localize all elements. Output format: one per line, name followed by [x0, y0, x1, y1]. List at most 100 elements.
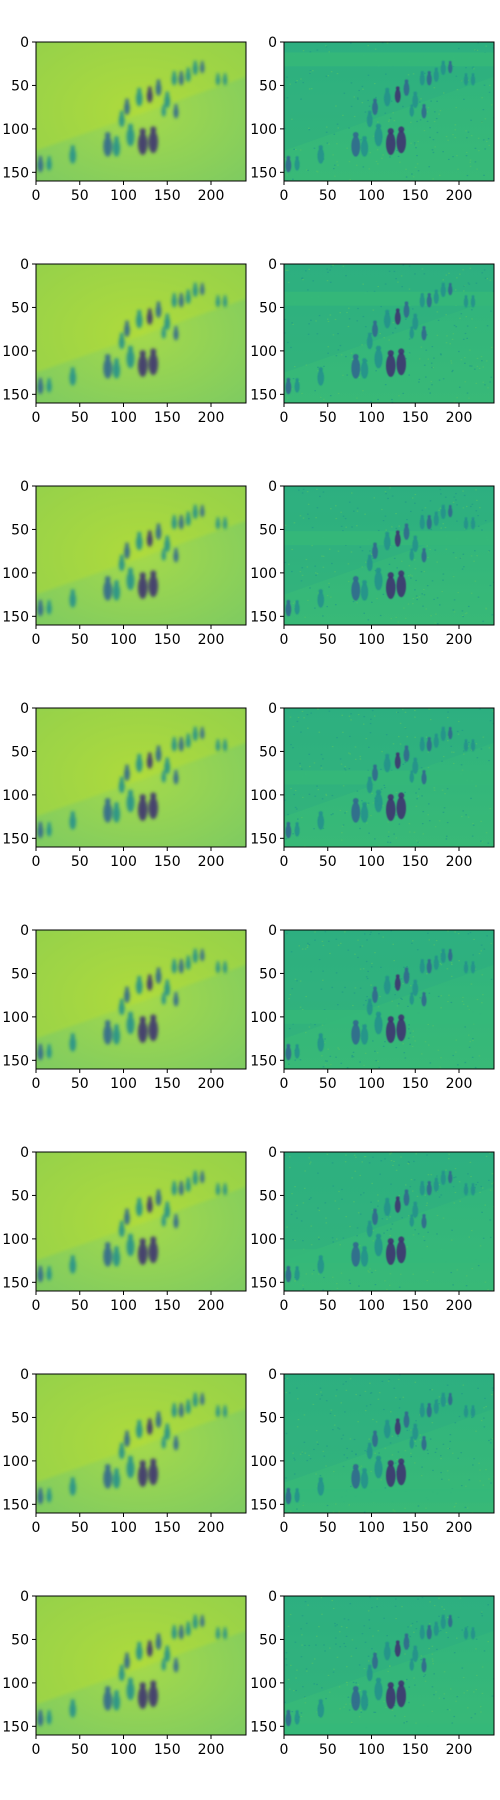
x-tick-label: 200	[446, 1076, 473, 1092]
person-figure	[112, 1027, 121, 1045]
person-figure	[192, 728, 198, 742]
axes-frame	[35, 1373, 247, 1514]
person-head	[385, 531, 390, 536]
person-figure	[463, 519, 469, 530]
person-head	[150, 570, 157, 577]
x-tick-label: 0	[280, 1298, 289, 1314]
person-figure	[46, 1046, 52, 1059]
person-head	[434, 733, 438, 737]
y-tick-label: 100	[250, 566, 277, 582]
y-tick-label: 50	[11, 300, 29, 316]
person-figure	[171, 295, 177, 308]
x-tick-label: 50	[71, 632, 89, 648]
person-figure	[285, 158, 292, 173]
x-tick-label: 100	[110, 410, 137, 426]
person-figure	[173, 550, 179, 563]
person-figure	[135, 90, 143, 107]
person-figure	[118, 779, 125, 794]
person-figure	[185, 1401, 191, 1414]
person-head	[162, 770, 166, 774]
person-head	[47, 822, 51, 826]
person-figure	[394, 88, 401, 103]
person-figure	[46, 602, 52, 615]
person-figure	[215, 963, 221, 974]
people-silhouettes	[37, 1614, 228, 1727]
person-head	[162, 1436, 166, 1440]
person-figure	[222, 1629, 228, 1640]
person-head	[165, 313, 170, 318]
x-tick-label: 100	[358, 854, 385, 870]
person-figure	[396, 1462, 407, 1486]
person-head	[410, 770, 414, 774]
person-figure	[285, 1046, 292, 1061]
person-figure	[448, 1172, 453, 1184]
person-head	[434, 1177, 438, 1181]
person-head	[352, 131, 359, 138]
person-head	[404, 523, 409, 528]
person-head	[362, 802, 367, 807]
person-head	[427, 71, 431, 75]
person-figure	[285, 1268, 292, 1283]
y-tick-label: 100	[250, 1454, 277, 1470]
person-head	[223, 1627, 227, 1630]
person-figure	[394, 532, 401, 547]
x-tick-label: 100	[110, 1076, 137, 1092]
person-figure	[103, 1689, 113, 1711]
x-tick-label: 200	[446, 632, 473, 648]
person-head	[413, 91, 418, 96]
person-figure	[148, 1018, 159, 1042]
person-head	[464, 1627, 468, 1630]
person-head	[127, 1455, 134, 1461]
person-head	[119, 332, 124, 337]
person-head	[156, 79, 161, 84]
x-tick-label: 0	[32, 1742, 41, 1758]
person-head	[47, 1488, 51, 1492]
person-figure	[137, 798, 148, 821]
person-head	[186, 733, 190, 737]
person-figure	[126, 1459, 135, 1479]
person-head	[179, 1403, 183, 1407]
person-figure	[294, 1268, 300, 1281]
x-tick-label: 200	[198, 1298, 225, 1314]
x-tick-label: 200	[198, 854, 225, 870]
person-head	[216, 961, 220, 964]
y-tick-label: 100	[250, 788, 277, 804]
person-figure	[46, 824, 52, 837]
x-tick-label: 150	[154, 410, 181, 426]
person-head	[295, 1488, 299, 1492]
person-head	[395, 974, 400, 979]
person-figure	[426, 73, 432, 86]
person-head	[362, 580, 367, 585]
person-head	[385, 1197, 390, 1202]
person-head	[387, 1460, 394, 1467]
y-tick-label: 100	[250, 1010, 277, 1026]
y-tick-label: 0	[268, 1589, 277, 1605]
person-figure	[192, 1172, 198, 1186]
person-head	[441, 1392, 445, 1396]
person-figure	[372, 545, 378, 559]
person-figure	[426, 739, 432, 752]
person-figure	[192, 506, 198, 520]
masked-band	[284, 1488, 494, 1503]
person-figure	[396, 130, 407, 154]
person-figure	[285, 602, 292, 617]
person-head	[165, 757, 170, 762]
person-head	[448, 1170, 452, 1174]
x-tick-label: 50	[319, 632, 337, 648]
person-head	[420, 1625, 424, 1629]
person-head	[427, 1403, 431, 1407]
person-figure	[409, 1216, 414, 1227]
x-tick-label: 50	[71, 410, 89, 426]
person-head	[441, 504, 445, 508]
person-figure	[118, 1001, 125, 1016]
person-head	[125, 320, 129, 325]
reconstruction-image	[36, 1152, 246, 1291]
reconstruction-image	[36, 42, 246, 181]
person-figure	[178, 1627, 184, 1640]
person-figure	[412, 94, 419, 109]
x-tick-label: 100	[358, 188, 385, 204]
person-figure	[112, 139, 121, 157]
person-head	[410, 992, 414, 996]
person-head	[147, 752, 152, 757]
person-head	[398, 1014, 405, 1021]
